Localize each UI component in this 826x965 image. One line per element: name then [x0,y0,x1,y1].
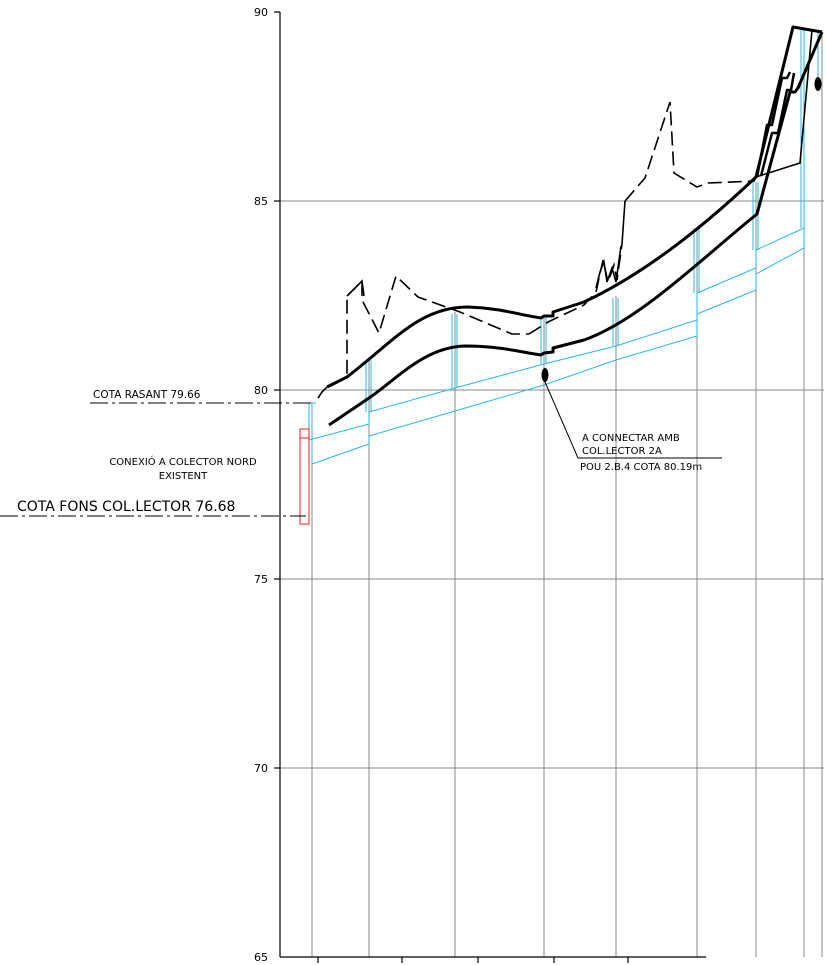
pou-label: POU 2.B.4 COTA 80.19m [580,462,702,473]
station-lines [311,30,823,957]
ground-dashed-left [317,274,529,399]
ground-solid-riser [621,200,626,245]
existing-ground [317,29,813,399]
rasant-lower-line [328,31,824,427]
ground-solid-peak [346,279,365,297]
ramp-steps-lower [759,72,796,177]
pipe-profile [308,30,819,465]
ground-solid-middle [595,245,622,289]
ground-dashed-right [624,101,757,202]
existing-collector [299,428,310,525]
rasant-upper-line [326,25,823,389]
street-profile [326,25,824,427]
cota-fons-label: COTA FONS COL.LECTOR 76.68 [17,499,235,515]
connectar-label-line2: COL.LECTOR 2A [582,446,662,457]
connectar-annotation: A CONNECTAR AMB COL.LECTOR 2A POU 2.B.4 … [544,381,722,473]
connectar-label-line1: A CONNECTAR AMB [582,433,680,444]
ramp-steps-upper [755,71,792,178]
cota-rasant-label: COTA RASANT 79.66 [93,389,201,401]
conexio-annotation: CONEXIÓ A COLECTOR NORD EXISTENT [109,455,257,482]
connection-marker [541,368,549,382]
y-tick-labels: 90 85 80 75 70 65 [254,6,268,964]
y-tick-label: 70 [254,762,268,775]
y-tick-label: 75 [254,573,268,586]
pipe-bottom-line [311,38,805,465]
collector-box [299,428,310,525]
y-tick-label: 80 [254,384,268,397]
end-marker [814,77,822,91]
cota-fons-annotation: COTA FONS COL.LECTOR 76.68 [0,499,306,517]
pipe-top-line [308,30,805,441]
conexio-label-line1: CONEXIÓ A COLECTOR NORD [109,455,257,468]
cota-rasant-annotation: COTA RASANT 79.66 [90,389,312,404]
conexio-label-line2: EXISTENT [159,471,208,482]
y-tick-label: 90 [254,6,268,19]
ground-dashed-middle [528,243,623,335]
axes [274,11,706,963]
ground-solid-end [755,29,813,178]
connectar-leader [544,381,722,459]
y-tick-label: 85 [254,195,268,208]
y-tick-label: 65 [254,951,268,964]
